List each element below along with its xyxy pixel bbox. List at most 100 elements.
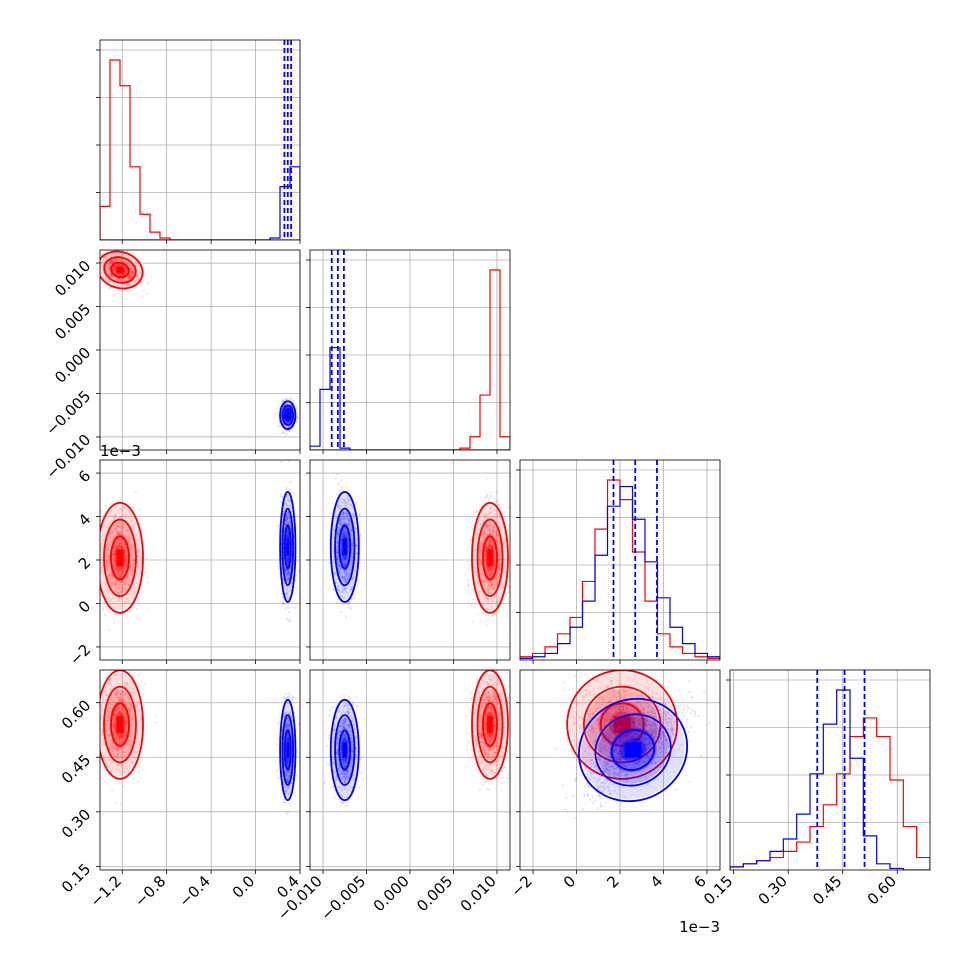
scatter-point — [119, 580, 122, 583]
scatter-point — [353, 517, 356, 520]
scatter-point — [125, 753, 128, 756]
scatter-point — [284, 568, 288, 571]
scatter-point — [126, 277, 130, 280]
scatter-point — [478, 528, 482, 531]
scatter-point — [335, 554, 339, 557]
scatter-point — [120, 265, 123, 268]
scatter-point — [114, 513, 117, 517]
scatter-point — [287, 534, 290, 537]
scatter-point — [337, 559, 340, 562]
scatter-point — [343, 576, 347, 579]
scatter-point — [121, 763, 124, 766]
contour-red — [110, 535, 130, 581]
scatter-point — [476, 510, 479, 513]
scatter-point — [346, 554, 349, 557]
scatter-point — [340, 539, 344, 542]
scatter-point — [132, 564, 135, 567]
scatter-point — [109, 260, 112, 263]
scatter-point — [124, 735, 127, 738]
scatter-point — [117, 696, 120, 699]
scatter-point — [138, 540, 141, 543]
scatter-point — [281, 398, 284, 402]
scatter-point — [129, 707, 133, 710]
scatter-point — [287, 536, 290, 540]
scatter-point — [279, 424, 282, 427]
scatter-point — [119, 803, 122, 806]
scatter-point — [123, 767, 126, 770]
scatter-point — [328, 561, 331, 565]
scatter-point — [483, 501, 486, 504]
scatter-point — [129, 685, 133, 688]
scatter-point — [125, 271, 128, 274]
scatter-point — [94, 513, 96, 515]
scatter-point — [115, 691, 118, 694]
scatter-point — [337, 532, 340, 536]
scatter-point — [502, 570, 505, 573]
scatter-point — [113, 726, 116, 730]
scatter-point — [124, 516, 127, 519]
scatter-point — [116, 765, 119, 768]
scatter-point — [486, 523, 489, 526]
scatter-point — [492, 567, 495, 570]
scatter-point — [483, 555, 487, 559]
scatter-point — [115, 753, 118, 757]
scatter-point — [337, 529, 340, 532]
scatter-point — [491, 532, 494, 536]
scatter-point — [345, 557, 348, 560]
scatter-point — [482, 583, 485, 587]
scatter-point — [101, 734, 104, 737]
scatter-point — [471, 518, 474, 521]
scatter-point — [476, 535, 479, 539]
scatter-point — [106, 526, 109, 530]
scatter-point — [110, 708, 113, 711]
scatter-point — [284, 571, 287, 574]
scatter-point — [125, 557, 128, 560]
scatter-point — [340, 524, 343, 527]
scatter-point — [132, 506, 135, 509]
scatter-point — [124, 721, 127, 724]
scatter-point — [493, 577, 496, 580]
scatter-point — [490, 545, 493, 548]
scatter-point — [112, 595, 115, 599]
scatter-point — [108, 733, 111, 737]
scatter-point — [494, 533, 497, 536]
scatter-point — [110, 577, 114, 580]
scatter-point — [284, 402, 287, 405]
scatter-point — [112, 747, 115, 750]
scatter-point — [122, 526, 125, 529]
scatter-point — [490, 579, 493, 583]
scatter-point — [120, 736, 123, 739]
scatter-point — [117, 272, 121, 275]
scatter-point — [112, 727, 115, 731]
scatter-point — [129, 743, 133, 746]
scatter-point — [111, 753, 114, 757]
scatter-point — [481, 602, 484, 606]
scatter-point — [123, 271, 126, 274]
scatter-point — [116, 277, 119, 281]
scatter-point — [344, 616, 348, 619]
scatter-point — [485, 570, 489, 574]
scatter-point — [117, 258, 120, 261]
scatter-point — [495, 490, 498, 493]
scatter-point — [119, 285, 122, 288]
scatter-point — [119, 272, 122, 275]
scatter-point — [113, 726, 116, 729]
scatter-point — [106, 548, 109, 552]
scatter-point — [118, 277, 121, 280]
scatter-point — [115, 712, 119, 715]
scatter-point — [346, 549, 350, 552]
scatter-point — [129, 267, 132, 270]
scatter-point — [121, 538, 124, 541]
scatter-point — [102, 698, 105, 701]
scatter-point — [487, 528, 491, 531]
scatter-point — [108, 262, 111, 265]
scatter-point — [337, 568, 340, 571]
scatter-point — [499, 596, 502, 599]
scatter-point — [101, 542, 104, 545]
scatter-point — [486, 525, 489, 528]
scatter-point — [118, 698, 121, 701]
scatter-point — [336, 506, 340, 509]
scatter-point — [479, 561, 483, 564]
scatter-point — [338, 518, 342, 522]
scatter-point — [342, 535, 345, 538]
